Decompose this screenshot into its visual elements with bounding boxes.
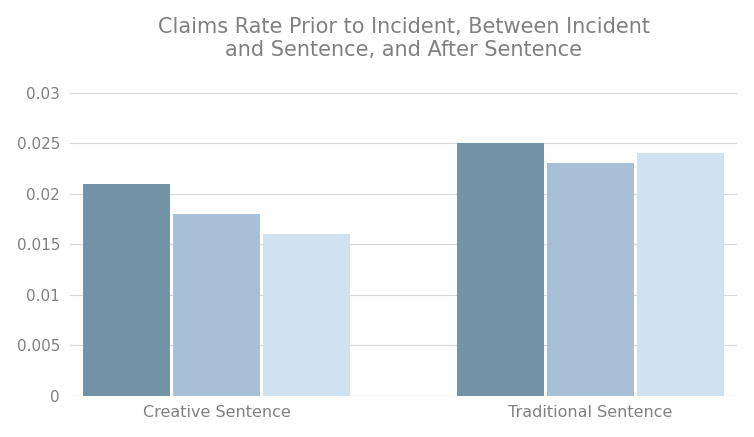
Bar [457, 143, 544, 395]
Title: Claims Rate Prior to Incident, Between Incident
and Sentence, and After Sentence: Claims Rate Prior to Incident, Between I… [158, 17, 649, 60]
Bar [83, 184, 170, 395]
Bar [263, 234, 350, 395]
Bar [173, 214, 260, 395]
Bar [547, 163, 634, 395]
Bar [637, 153, 724, 395]
